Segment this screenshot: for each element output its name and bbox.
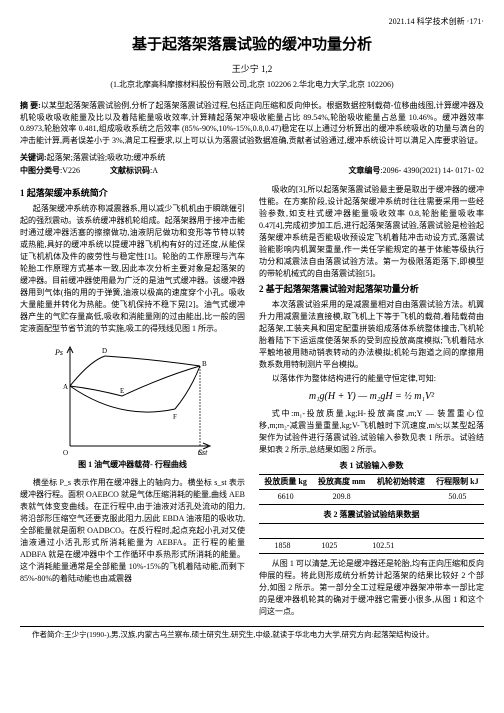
svg-text:F: F bbox=[173, 413, 177, 421]
figure-1-caption: 图 1 油气缓冲器载荷- 行程曲线 bbox=[20, 459, 245, 471]
page-header: 2021.14 科学技术创新 ·171· bbox=[20, 16, 484, 27]
classno: V226 bbox=[62, 166, 80, 175]
doccode: A bbox=[152, 166, 158, 175]
affiliation: (1.北京北摩高科摩擦材料股份有限公司,北京 102206 2.华北电力大学,北… bbox=[20, 79, 484, 90]
t2r0: 1858 bbox=[259, 538, 306, 553]
t1r1: 209.8 bbox=[312, 489, 371, 504]
artno: 2096- 4390(2021) 14- 0171- 02 bbox=[383, 166, 484, 175]
svg-text:D: D bbox=[102, 347, 107, 355]
classno-label: 中图分类号 bbox=[20, 166, 60, 175]
author-bio-text: 作者简介:王少宁(1990-),男,汉族,内蒙古乌兰察布,硕士研究生,研究生,中… bbox=[20, 630, 484, 641]
article-author: 王少宁 1,2 bbox=[20, 62, 484, 75]
classification-line: 中图分类号:V226 文献标识码:A 文章编号:2096- 4390(2021)… bbox=[20, 165, 484, 176]
left-column: 1 起落架缓冲系统简介 起落架缓冲系统亦称减震器系,用以减少飞机机由于瞬跳催引起… bbox=[20, 184, 245, 620]
t1h2: 机轮初始转速 bbox=[371, 474, 431, 489]
sec2-para1: 本次落震试验采用的是减震量相对自由落震试验方法。机翼升力用减震量法直接模,取飞机… bbox=[259, 299, 484, 371]
t2h0 bbox=[259, 523, 306, 538]
artno-label: 文章编号 bbox=[348, 166, 380, 175]
keywords: 关键词:起落架;落震试验;吸收功;缓冲系统 bbox=[20, 152, 484, 163]
svg-text:Ps: Ps bbox=[54, 348, 63, 357]
svg-text:O: O bbox=[63, 449, 68, 456]
t2r1: 1025 bbox=[306, 538, 353, 553]
figure-1: Ps Sst O A D E B F C 图 1 油气缓冲器载荷- 行程曲线 bbox=[20, 341, 245, 471]
abstract-label: 摘 要: bbox=[20, 101, 41, 110]
svg-text:A: A bbox=[63, 383, 68, 391]
t1r0: 6610 bbox=[259, 489, 312, 504]
formula-1: m₁g(H + Y) — m₂gH = ½ m₁V² bbox=[259, 389, 484, 404]
sec2-para4: 从图 1 可以清楚,无论是缓冲器还是轮胎,均有正向压缩和反向伸展的程。将此则形成… bbox=[259, 558, 484, 618]
t1h1: 投放高度 mm bbox=[312, 474, 371, 489]
svg-text:E: E bbox=[120, 387, 124, 395]
doccode-label: 文献标识码 bbox=[110, 166, 150, 175]
table-2: 1858 1025 102.51 bbox=[259, 523, 484, 554]
sec2-para2: 以落体作为整体结构进行的能量守恒定律,可知: bbox=[259, 373, 484, 385]
curve-chart-svg: Ps Sst O A D E B F C bbox=[50, 341, 215, 456]
author-bio: 作者简介:王少宁(1990-),男,汉族,内蒙古乌兰察布,硕士研究生,研究生,中… bbox=[20, 626, 484, 641]
sec1-heading: 1 起落架缓冲系统简介 bbox=[20, 187, 245, 201]
sec1-para1: 起落架缓冲系统亦称减震器系,用以减少飞机机由于瞬跳催引起的强烈震动。该系统缓冲器… bbox=[20, 203, 245, 335]
article-title: 基于起落架落震试验的缓冲功量分析 bbox=[20, 33, 484, 54]
sec1-para2-right: 吸收的[3],所以起落架落震试验最主要是取出于缓冲器的缓冲性能。在方案阶段,设计… bbox=[259, 184, 484, 280]
abstract-text: 以某型起落架落震试验例,分析了起落架落震试验过程,包括正向压缩和反向伸长。根据数… bbox=[20, 101, 484, 145]
kw-label: 关键词: bbox=[20, 153, 47, 162]
kw-text: 起落架;落震试验;吸收功;缓冲系统 bbox=[47, 153, 166, 162]
t2r3 bbox=[414, 538, 428, 553]
t1h3: 行程限制 kJ bbox=[431, 474, 484, 489]
table-2-caption: 表 2 落震试验试验结果数据 bbox=[259, 509, 484, 521]
t1r2 bbox=[371, 489, 431, 504]
t1h0: 投放质量 kg bbox=[259, 474, 312, 489]
t1r3: 50.05 bbox=[431, 489, 484, 504]
fig1-desc: 横坐标 P_s 表示作用在缓冲器上的轴向力。横坐标 s_st 表示缓冲器行程。面… bbox=[20, 477, 245, 585]
right-column: 吸收的[3],所以起落架落震试验最主要是取出于缓冲器的缓冲性能。在方案阶段,设计… bbox=[259, 184, 484, 620]
sec2-heading: 2 基于起落架落震试验对起落架功量分析 bbox=[259, 283, 484, 297]
table-1: 投放质量 kg 投放高度 mm 机轮初始转速 行程限制 kJ 6610 209.… bbox=[259, 474, 484, 505]
svg-text:B: B bbox=[202, 360, 207, 368]
svg-text:C: C bbox=[198, 449, 203, 456]
abstract: 摘 要:以某型起落架落震试验例,分析了起落架落震试验过程,包括正向压缩和反向伸长… bbox=[20, 100, 484, 146]
t2r2: 102.51 bbox=[353, 538, 414, 553]
table-1-caption: 表 1 试验输入参数 bbox=[259, 460, 484, 472]
sec2-para3: 式中:m₁-投放质量,kg;H-投放高度,m;Y — 装置重心位移,m;m₂-减… bbox=[259, 408, 484, 456]
two-column-body: 1 起落架缓冲系统简介 起落架缓冲系统亦称减震器系,用以减少飞机机由于瞬跳催引起… bbox=[20, 184, 484, 620]
